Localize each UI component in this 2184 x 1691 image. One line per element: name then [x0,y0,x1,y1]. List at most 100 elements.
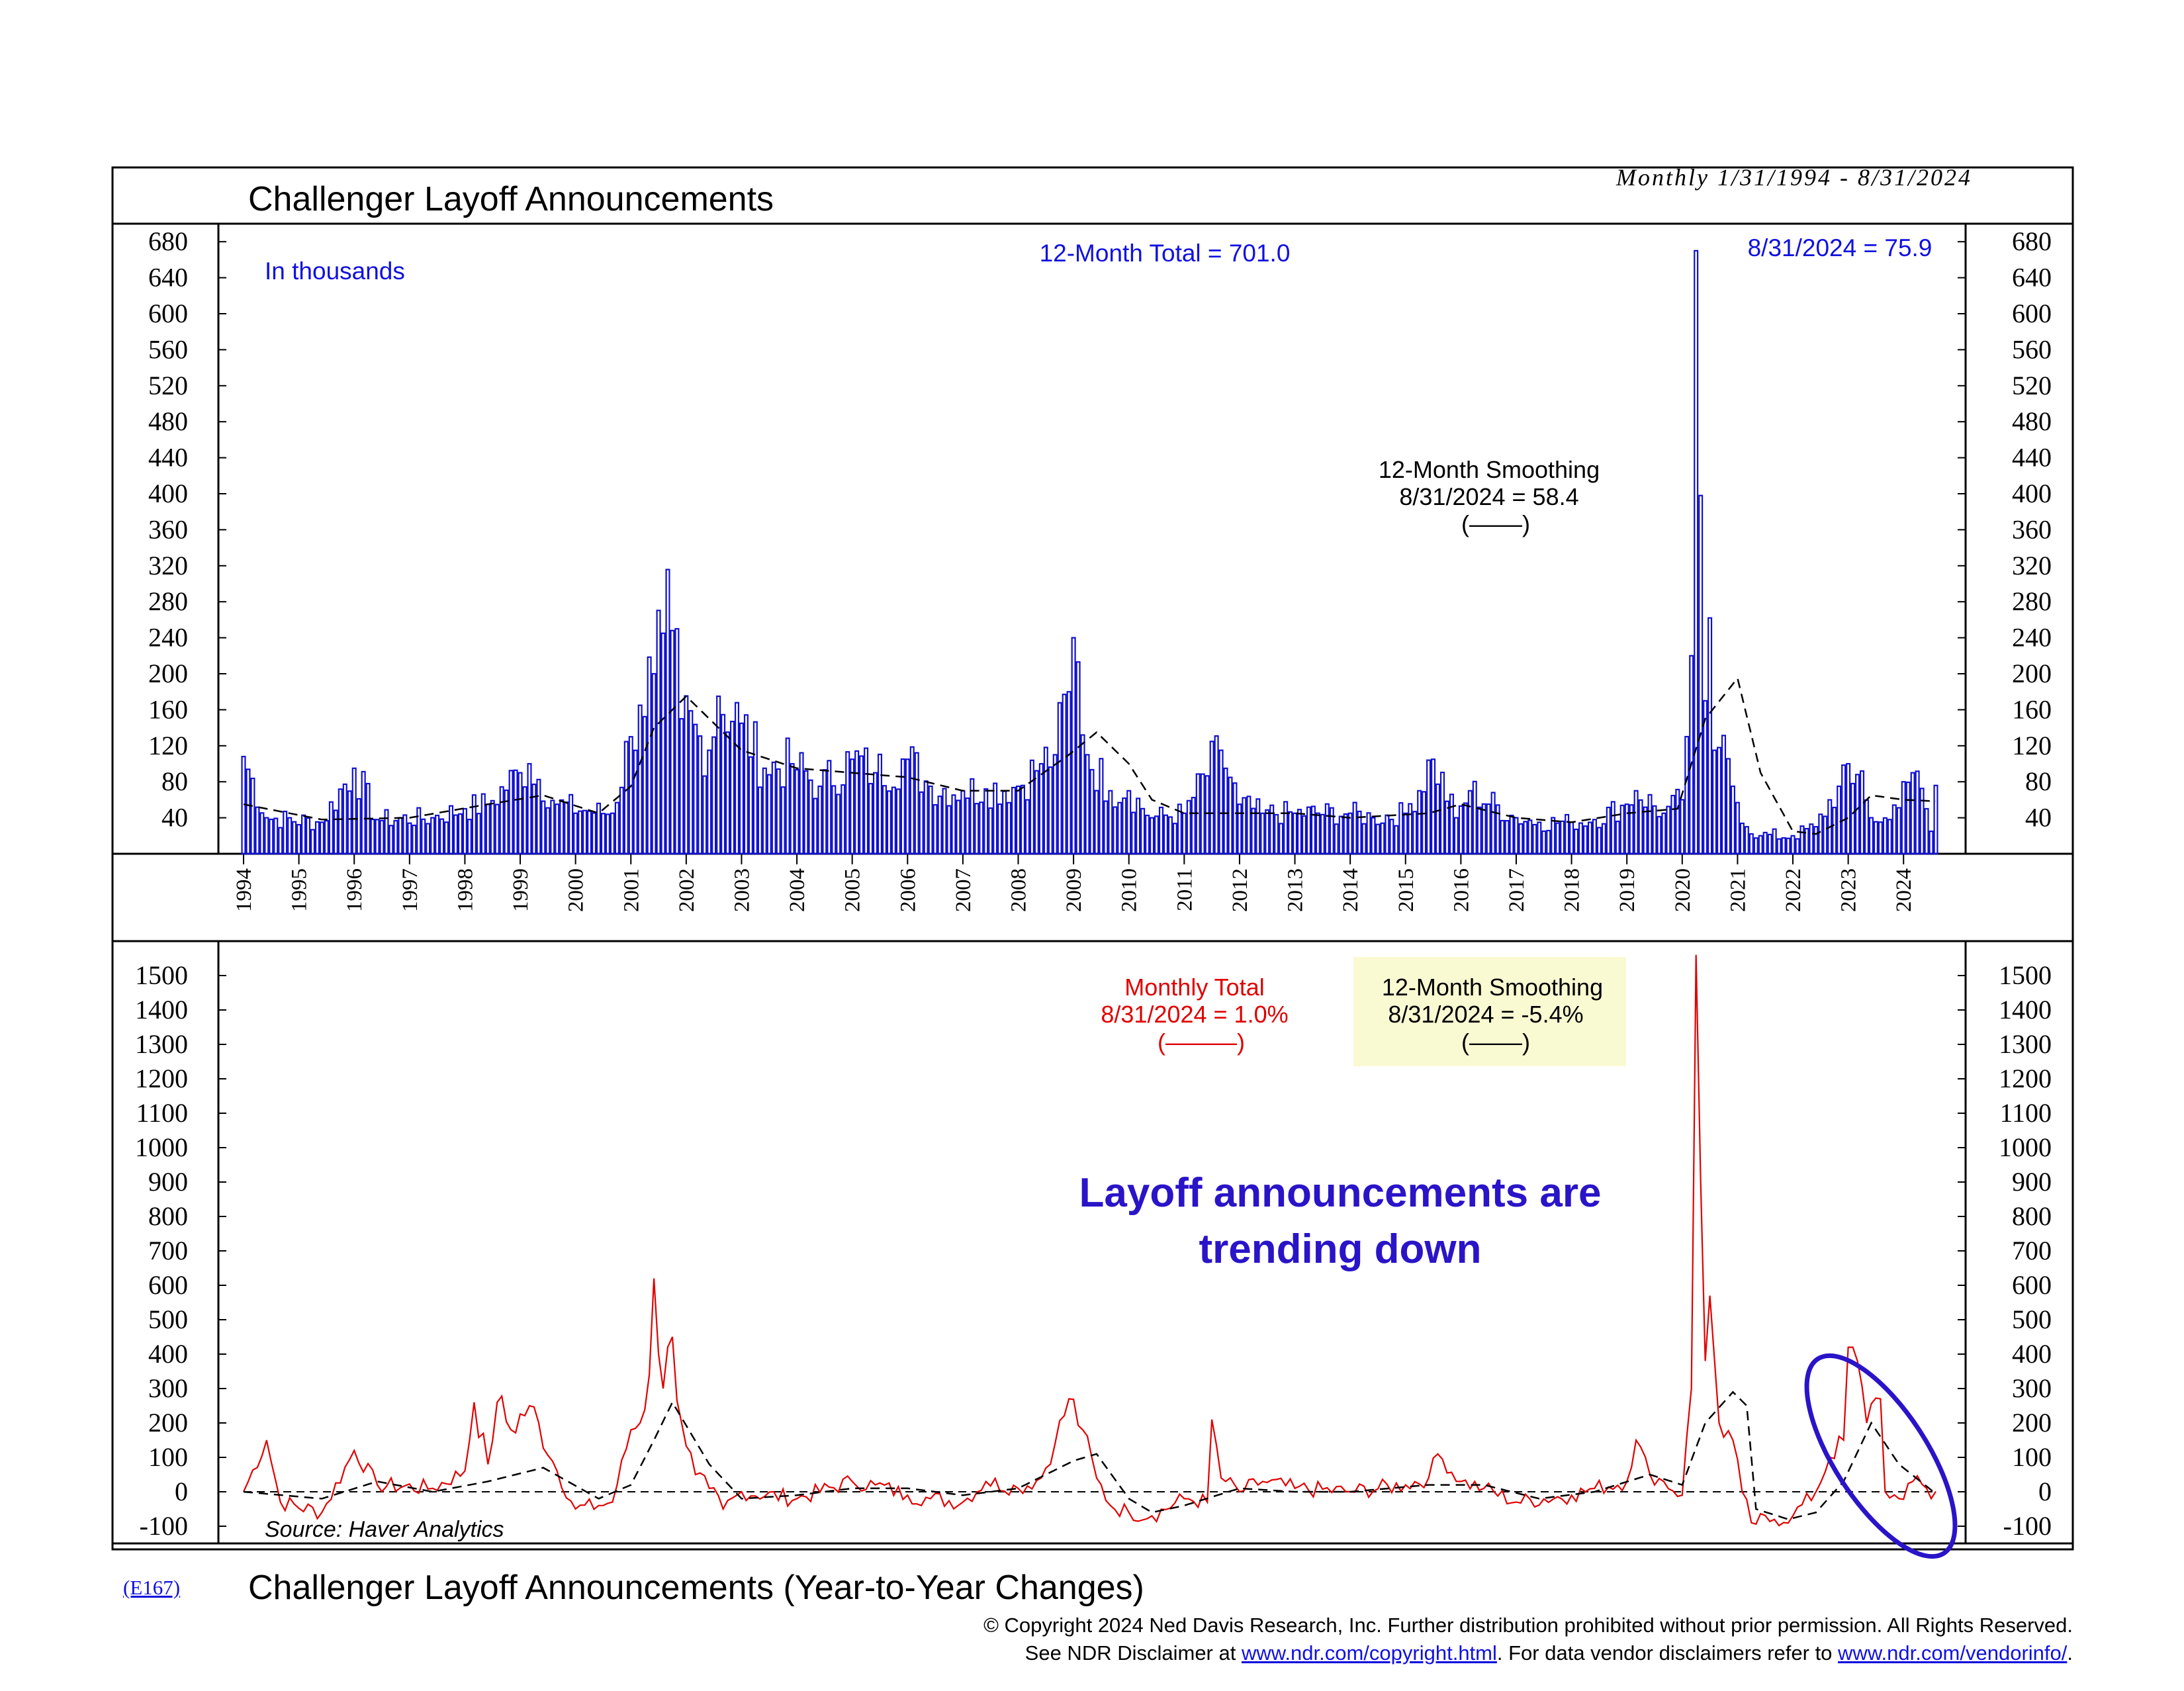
year-label: 2006 [896,868,920,912]
monthly-bar [518,772,523,855]
monthly-bar [1458,805,1463,855]
monthly-bar [1108,790,1113,855]
monthly-bar [707,749,712,855]
monthly-bar [347,790,352,855]
monthly-bar [306,817,311,855]
monthly-bar [1408,803,1413,855]
monthly-bar [467,819,472,855]
year-label: 2007 [952,868,976,912]
annotation-line-2: trending down [1199,1226,1481,1272]
monthly-bar [1582,825,1588,855]
monthly-bar [642,715,647,855]
monthly-bar [1380,822,1385,855]
year-label: 2005 [841,868,865,912]
top-right-y-axis: 40 80 120 160 200 240 280 320 360 400 440 480 520 560… [1958,226,2052,833]
monthly-bar [743,714,749,855]
copyright-link[interactable]: www.ndr.com/copyright.html [1241,1641,1497,1665]
monthly-bar [1057,702,1062,855]
monthly-bar [1029,759,1034,855]
monthly-bar [504,789,509,855]
monthly-bar [1813,826,1819,855]
monthly-bar [1486,803,1491,855]
monthly-bar [1684,735,1690,855]
monthly-bar [1675,788,1680,855]
chart-code-link[interactable]: (E167) [123,1576,180,1599]
year-label: 1994 [232,868,256,912]
monthly-bar [1781,837,1786,855]
monthly-bar [1218,749,1224,855]
monthly-bar [1403,812,1408,855]
monthly-bar [1154,815,1160,855]
monthly-bar [1776,838,1782,855]
monthly-bar [711,736,717,855]
monthly-bar [1126,790,1132,855]
monthly-bar [1721,735,1727,855]
date-range: Monthly 1/31/1994 - 8/31/2024 [1615,164,1972,191]
monthly-bar [1048,766,1053,855]
monthly-bar [1481,803,1486,855]
y-tick-label: 440 [148,443,188,473]
monthly-bar [1038,762,1044,855]
y-tick-label: 400 [148,1339,188,1369]
monthly-bar [508,770,514,855]
monthly-bar [1103,800,1109,855]
monthly-bar [283,810,288,855]
monthly-bar [895,788,901,855]
monthly-bar [1011,786,1017,855]
monthly-bar [1638,799,1643,855]
vendorinfo-link[interactable]: www.ndr.com/vendorinfo/ [1837,1641,2068,1665]
monthly-bar [993,782,998,855]
year-label: 2018 [1561,868,1584,912]
monthly-bar [702,775,707,855]
monthly-bar [1366,812,1371,855]
monthly-bar [1293,812,1298,855]
monthly-bar [1514,817,1519,855]
monthly-bar [1891,804,1897,855]
monthly-bar [1823,815,1828,855]
monthly-bar [1431,758,1436,855]
monthly-bar [605,813,610,855]
monthly-bar [628,736,633,855]
monthly-bar [375,819,380,855]
monthly-bar [725,731,731,855]
monthly-bar [1744,826,1749,855]
y-tick-label: 500 [148,1304,188,1334]
monthly-bar [1085,754,1090,855]
x-axis-year-labels: 1994 1995 1996 1997 1998 1999 2000 2001 2002 2003… [232,854,1916,912]
monthly-bar [698,735,703,855]
monthly-bar [914,752,919,855]
monthly-bar [448,805,454,855]
year-label: 2012 [1228,868,1252,912]
monthly-bar [402,814,408,855]
bottom-smoothing-value: 8/31/2024 = -5.4% [1388,1001,1583,1028]
monthly-bar [729,721,735,855]
monthly-bar [1555,822,1561,855]
monthly-bar [536,778,541,855]
y-tick-label: 80 [2025,766,2052,796]
monthly-bar [1449,794,1454,855]
monthly-bar [1140,807,1146,855]
y-tick-label: 120 [2012,731,2052,760]
y-tick-label: 1500 [135,960,188,990]
monthly-bar [582,809,588,855]
monthly-bar [545,807,551,855]
monthly-bar [1619,804,1625,855]
y-tick-label: 200 [2012,659,2052,688]
monthly-bar [1232,782,1238,855]
monthly-bar [808,779,813,855]
outer-frame [111,166,2074,1551]
monthly-bar [1075,661,1081,855]
monthly-bar [1633,790,1639,855]
monthly-bar [1592,819,1597,855]
monthly-bar [1099,758,1104,855]
y-tick-label: 1400 [135,995,188,1025]
y-tick-label: 600 [2012,1270,2052,1300]
year-label: 2009 [1062,868,1086,912]
monthly-bar [1228,776,1233,855]
monthly-bar [813,798,818,855]
monthly-bar [891,786,896,855]
monthly-bar [752,721,758,855]
year-label: 2011 [1173,868,1197,911]
monthly-bar [637,704,643,855]
source-note: Source: Haver Analytics [265,1517,504,1542]
